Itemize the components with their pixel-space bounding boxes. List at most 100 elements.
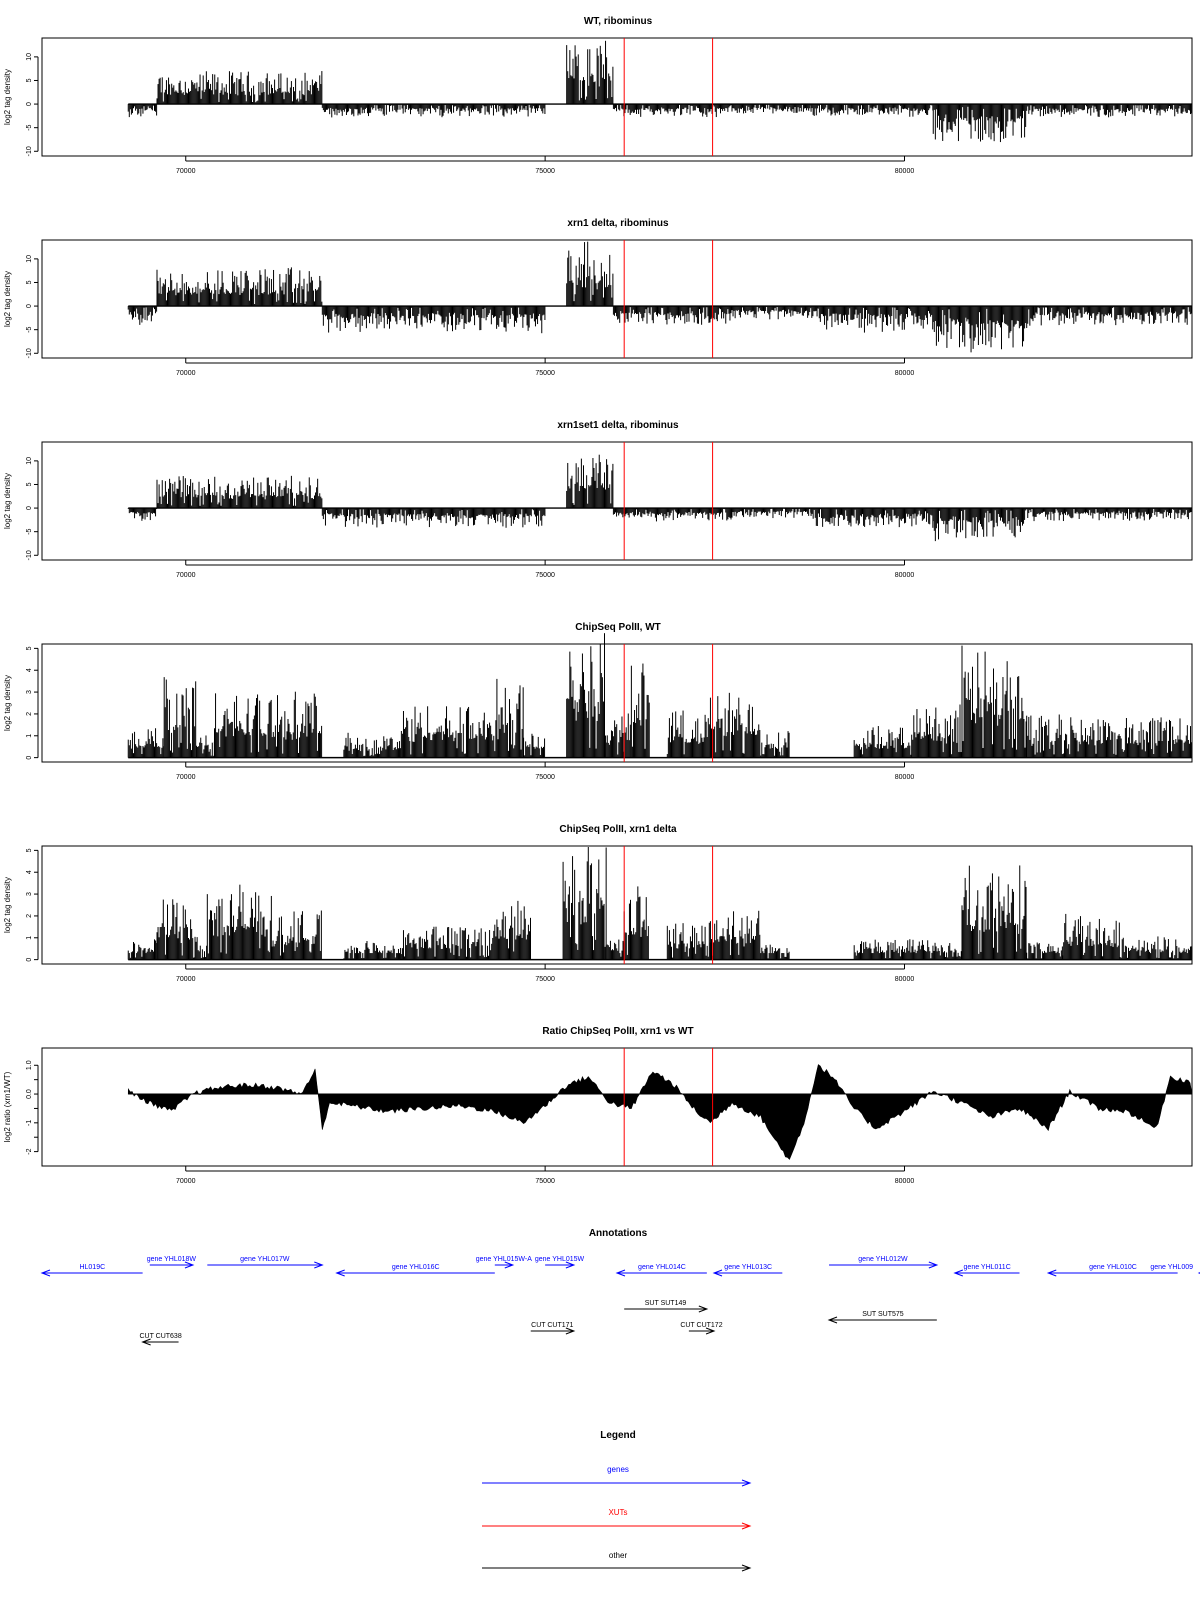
x-tick-label: 70000 [176, 370, 196, 377]
x-tick-label: 70000 [176, 976, 196, 983]
gene-arrow-arrowhead [1046, 1269, 1057, 1277]
y-tick-label: -1 [26, 1120, 33, 1126]
x-tick-label: 80000 [895, 370, 915, 377]
y-tick-label: 5 [26, 78, 33, 82]
gene-feature: gene YHL016C [335, 1264, 495, 1277]
x-tick-label: 70000 [176, 168, 196, 175]
gene-label: gene YHL013C [724, 1264, 772, 1271]
gene-arrow-arrowhead [615, 1269, 626, 1277]
panel-5: ChipSeq PolII, xrn1 delta log2 tag densit… [3, 824, 1193, 983]
y-tick-label: 4 [26, 870, 33, 874]
panel-title: xrn1set1 delta, ribominus [557, 420, 679, 431]
y-tick-label: -2 [26, 1148, 33, 1154]
gene-feature: gene YHL010C [1046, 1264, 1178, 1277]
y-tick-label: 10 [26, 255, 33, 263]
gene-label: HL019C [79, 1264, 105, 1271]
gene-arrow-arrowhead [928, 1261, 939, 1269]
other-feature: SUT SUT149 [624, 1300, 709, 1313]
gene-label: gene YHL011C [964, 1264, 1011, 1271]
y-tick-label: 10 [26, 53, 33, 61]
y-tick-label: 0 [26, 506, 33, 510]
y-tick-label: -5 [26, 124, 33, 130]
gene-arrow-arrowhead [953, 1269, 963, 1277]
x-tick-label: 80000 [895, 1178, 915, 1185]
x-tick-label: 75000 [535, 1178, 555, 1185]
panel-1: WT, ribominus log2 tag density -10 -5 0 5 10 70… [3, 16, 1193, 175]
x-tick-label: 75000 [535, 572, 555, 579]
ratio-area [127, 1064, 1193, 1160]
plot-frame [41, 37, 1193, 157]
x-tick-label: 70000 [176, 1178, 196, 1185]
y-tick-label: 1.0 [26, 1060, 33, 1070]
y-tick-label: 5 [26, 646, 33, 650]
y-tick-label: -10 [26, 550, 33, 560]
gene-arrow-arrowhead [335, 1269, 345, 1277]
y-axis-label: log2 ratio (xrn1/WT) [3, 1071, 12, 1142]
y-tick-label: 1 [26, 936, 33, 940]
signal-bars [127, 846, 1193, 960]
plot-frame [41, 239, 1193, 359]
annotations-track: Annotations HL019C gene YHL018W gene YHL01… [40, 1228, 1200, 1346]
panel-6: Ratio ChipSeq PolII, xrn1 vs WT log2 rati… [3, 1026, 1193, 1185]
gene-arrow-arrowhead [565, 1261, 576, 1269]
signal-bars [127, 40, 1193, 143]
gene-label: gene YHL017W [240, 1256, 290, 1263]
gene-label: gene YHL009 [1150, 1264, 1193, 1271]
x-tick-label: 70000 [176, 774, 196, 781]
y-tick-label: 1 [26, 734, 33, 738]
gene-arrow-arrowhead [184, 1261, 195, 1269]
gene-feature: gene YHL009 [1150, 1264, 1200, 1274]
x-tick-label: 80000 [895, 168, 915, 175]
panel-title: ChipSeq PolII, xrn1 delta [559, 824, 677, 835]
x-tick-label: 75000 [535, 168, 555, 175]
gene-feature: gene YHL014C [615, 1264, 707, 1277]
x-tick-label: 75000 [535, 774, 555, 781]
y-tick-label: 2 [26, 914, 33, 918]
y-tick-label: 0 [26, 102, 33, 106]
y-tick-label: 10 [26, 457, 33, 465]
gene-feature: gene YHL015W [535, 1256, 585, 1269]
plot-frame [41, 845, 1193, 965]
x-tick-label: 75000 [535, 370, 555, 377]
y-tick-label: 3 [26, 892, 33, 896]
gene-arrow-arrowhead [712, 1269, 723, 1277]
gene-label: gene YHL015W-A [476, 1256, 532, 1263]
panel-title: WT, ribominus [584, 16, 653, 27]
y-tick-label: -5 [26, 326, 33, 332]
y-tick-label: 5 [26, 280, 33, 284]
annotation-features: HL019C gene YHL018W gene YHL017W gene YHL01… [40, 1256, 1200, 1346]
gene-label: gene YHL016C [392, 1264, 440, 1271]
x-tick-label: 75000 [535, 976, 555, 983]
plot-frame [41, 643, 1193, 763]
gene-feature: gene YHL013C [712, 1264, 783, 1277]
gene-feature: HL019C [40, 1264, 143, 1277]
panel-2: xrn1 delta, ribominus log2 tag density -10… [3, 218, 1193, 377]
y-axis-label: log2 tag density [3, 877, 12, 933]
y-axis-label: log2 tag density [3, 473, 12, 529]
y-axis-label: log2 tag density [3, 271, 12, 327]
gene-label: gene YHL010C [1089, 1264, 1137, 1271]
y-tick-label: -10 [26, 348, 33, 358]
y-tick-label: 0 [26, 958, 33, 962]
x-tick-label: 80000 [895, 976, 915, 983]
y-tick-label: 5 [26, 848, 33, 852]
y-tick-label: 3 [26, 690, 33, 694]
panel-4: ChipSeq PolII, WT log2 tag density 0 1 2 3 4 5 7… [3, 622, 1193, 781]
plot-frame [41, 1047, 1193, 1167]
gene-arrow-arrowhead [40, 1269, 51, 1277]
signal-bars [127, 241, 1192, 353]
x-tick-label: 80000 [895, 774, 915, 781]
gene-label: gene YHL015W [535, 1256, 585, 1263]
panel-3: xrn1set1 delta, ribominus log2 tag densit… [3, 420, 1193, 579]
gene-arrow-arrowhead [504, 1261, 515, 1269]
panel-title: Ratio ChipSeq PolII, xrn1 vs WT [542, 1026, 693, 1037]
y-tick-label: 0 [26, 304, 33, 308]
panel-title: ChipSeq PolII, WT [575, 622, 661, 633]
gene-arrow-arrowhead [314, 1261, 324, 1269]
y-axis-label: log2 tag density [3, 675, 12, 731]
panel-title: xrn1 delta, ribominus [567, 218, 669, 229]
signal-bars [127, 454, 1193, 542]
y-tick-label: 2 [26, 712, 33, 716]
gene-feature: gene YHL017W [207, 1256, 324, 1269]
